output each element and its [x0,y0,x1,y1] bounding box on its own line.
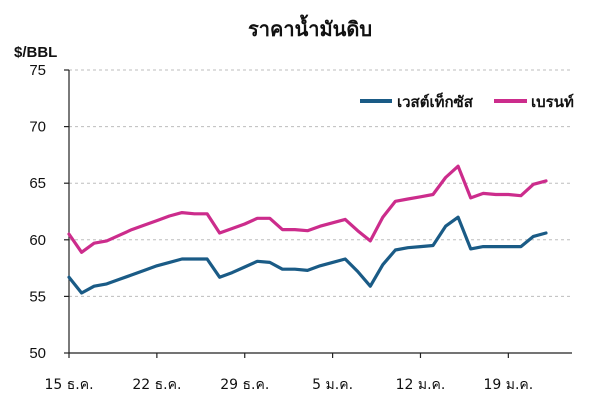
x-tick-label: 15 ธ.ค. [44,377,93,393]
y-tick-label: 60 [29,232,46,249]
x-tick-label: 29 ธ.ค. [220,377,269,393]
legend-label-brent: เบรนท์ [531,93,574,111]
y-tick-label: 65 [29,175,46,192]
y-tick-label: 70 [29,119,46,136]
gridlines [69,69,572,297]
y-tick-label: 55 [29,288,46,305]
x-axis-ticks: 15 ธ.ค. 22 ธ.ค. 29 ธ.ค. 5 ม.ค. 12 ม.ค. 19 ม.ค… [44,353,533,393]
series-line-brent [67,164,548,254]
x-tick-label: 22 ธ.ค. [132,377,181,393]
legend-label-west-texas: เวสต์เท็กซัส [397,92,474,111]
y-tick-label: 75 [29,62,46,79]
series-lines [67,164,548,295]
y-tick-label: 50 [29,345,46,362]
series-line-west-texas [67,215,548,295]
y-axis-unit-label: $/BBL [14,44,57,61]
x-tick-label: 19 ม.ค. [483,377,533,393]
axes [68,70,572,354]
y-axis-ticks: 50 55 60 65 70 75 [29,62,69,362]
legend: เวสต์เท็กซัส เบรนท์ [360,92,574,111]
x-tick-label: 5 ม.ค. [312,377,353,393]
chart-title: ราคาน้ำมันดิบ [248,14,372,41]
x-tick-label: 12 ม.ค. [396,377,446,393]
